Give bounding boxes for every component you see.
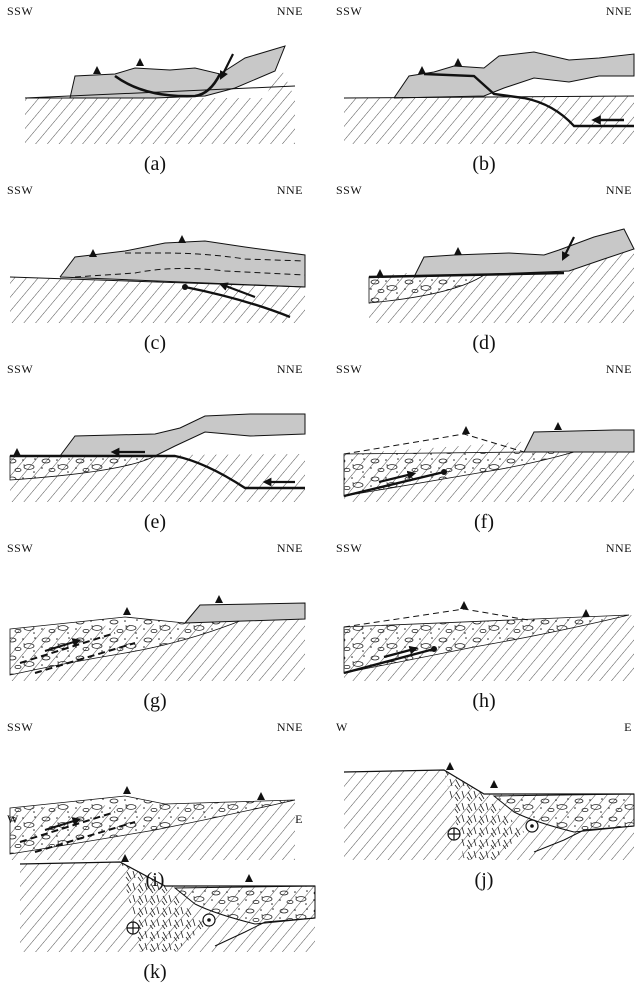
panel-i: SSW NNE (i) — [5, 720, 305, 905]
panel-d: SSW NNE (d) — [334, 183, 635, 368]
section-b — [343, 51, 635, 144]
panel-h: SSW NNE (h) — [334, 541, 634, 726]
direction-right-label: NNE — [605, 4, 632, 18]
panel-e: SSW NNE (e) — [5, 362, 306, 547]
panel-caption: (j) — [474, 869, 494, 891]
direction-left-label: W — [7, 812, 19, 826]
panel-j: W E (j) — [334, 720, 635, 905]
direction-left-label: SSW — [336, 362, 363, 376]
direction-right-label: NNE — [276, 541, 303, 555]
panel-caption: (k) — [143, 961, 167, 983]
direction-left-label: SSW — [336, 541, 363, 555]
section-d — [368, 228, 635, 323]
direction-left-label: SSW — [336, 4, 363, 18]
panel-f: SSW NNE (f) — [334, 362, 635, 547]
panel-caption: (c) — [143, 332, 167, 354]
section-e — [9, 413, 306, 502]
direction-right-label: NNE — [605, 183, 632, 197]
panel-k: W E (k) — [5, 812, 316, 997]
direction-right-label: NNE — [276, 183, 303, 197]
panel-c: SSW NNE (c) — [5, 183, 306, 368]
direction-left-label: SSW — [7, 541, 34, 555]
direction-right-label: E — [624, 720, 632, 734]
direction-right-label: NNE — [276, 362, 303, 376]
section-i — [9, 786, 296, 860]
direction-left-label: SSW — [7, 720, 34, 734]
section-k — [19, 854, 316, 952]
panel-caption: (b) — [472, 153, 496, 175]
direction-left-label: SSW — [336, 183, 363, 197]
section-c — [9, 235, 306, 323]
panel-a: SSW NNE (a) — [5, 4, 305, 189]
direction-left-label: W — [336, 720, 348, 734]
panel-b: SSW NNE (b) — [334, 4, 635, 189]
panel-caption: (d) — [472, 332, 496, 354]
direction-right-label: NNE — [276, 720, 303, 734]
direction-right-label: NNE — [276, 4, 303, 18]
section-j — [343, 762, 635, 860]
panel-caption: (f) — [474, 511, 494, 533]
direction-right-label: NNE — [605, 541, 632, 555]
direction-left-label: SSW — [7, 4, 34, 18]
section-a — [24, 45, 296, 144]
direction-right-label: E — [295, 812, 303, 826]
direction-left-label: SSW — [7, 183, 34, 197]
panel-g: SSW NNE (g) — [5, 541, 306, 726]
panel-caption: (h) — [472, 690, 496, 712]
direction-left-label: SSW — [7, 362, 34, 376]
panel-caption: (a) — [143, 153, 167, 175]
panel-caption: (e) — [143, 511, 167, 533]
section-h — [343, 601, 634, 681]
panel-caption: (g) — [143, 690, 167, 712]
section-g — [9, 595, 306, 681]
section-f — [343, 422, 635, 502]
direction-right-label: NNE — [605, 362, 632, 376]
